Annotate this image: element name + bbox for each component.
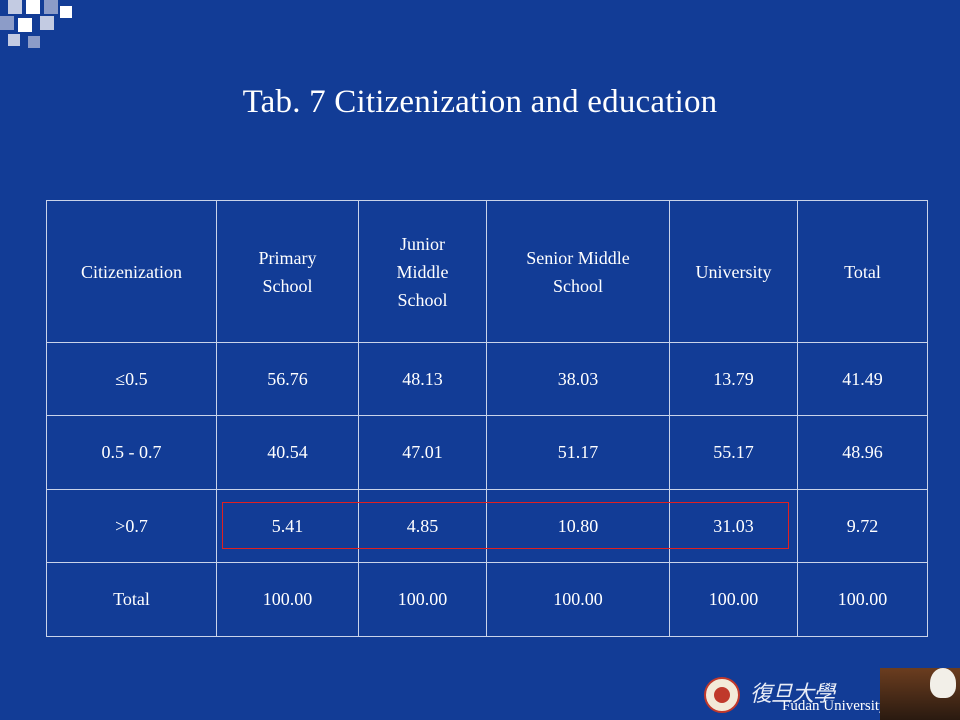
- table-cell: 48.13: [358, 342, 487, 416]
- table-cell: 100.00: [797, 562, 928, 637]
- table-cell: 100.00: [358, 562, 487, 637]
- slide-title: Tab. 7 Citizenization and education: [242, 84, 718, 120]
- data-table: Citizenization Primary School Junior Mid…: [46, 200, 928, 637]
- table-cell: 5.41: [216, 489, 359, 563]
- table-cell: 10.80: [486, 489, 670, 563]
- table-cell: 100.00: [486, 562, 670, 637]
- university-name: Fudan University: [782, 698, 887, 714]
- header-cell: Primary School: [216, 200, 359, 343]
- table-cell: 56.76: [216, 342, 359, 416]
- table-row: Total 100.00 100.00 100.00 100.00 100.00: [46, 562, 928, 637]
- table-cell: 0.5 - 0.7: [46, 415, 217, 490]
- table-row: >0.7 5.41 4.85 10.80 31.03 9.72: [46, 489, 928, 563]
- header-cell: Citizenization: [46, 200, 217, 343]
- table-cell: 31.03: [669, 489, 798, 563]
- table-cell: 48.96: [797, 415, 928, 490]
- corner-decoration: [0, 0, 80, 60]
- header-cell: Total: [797, 200, 928, 343]
- statue-head: [930, 668, 956, 698]
- table-cell: 4.85: [358, 489, 487, 563]
- table-row: 0.5 - 0.7 40.54 47.01 51.17 55.17 48.96: [46, 415, 928, 490]
- table-cell: 9.72: [797, 489, 928, 563]
- header-cell: Senior Middle School: [486, 200, 670, 343]
- header-cell: University: [669, 200, 798, 343]
- table-row: ≤0.5 56.76 48.13 38.03 13.79 41.49: [46, 342, 928, 416]
- table-cell: 41.49: [797, 342, 928, 416]
- university-calligraphy: 復旦大學: [750, 681, 835, 706]
- table-cell: 51.17: [486, 415, 670, 490]
- table-header-row: Citizenization Primary School Junior Mid…: [46, 200, 928, 343]
- table-cell: 40.54: [216, 415, 359, 490]
- table-cell: 38.03: [486, 342, 670, 416]
- header-cell: Junior Middle School: [358, 200, 487, 343]
- table-cell: 55.17: [669, 415, 798, 490]
- table-cell: Total: [46, 562, 217, 637]
- table-cell: ≤0.5: [46, 342, 217, 416]
- table-cell: 47.01: [358, 415, 487, 490]
- university-seal-icon: [704, 677, 740, 713]
- table-cell: >0.7: [46, 489, 217, 563]
- table-cell: 100.00: [216, 562, 359, 637]
- table-cell: 100.00: [669, 562, 798, 637]
- table-cell: 13.79: [669, 342, 798, 416]
